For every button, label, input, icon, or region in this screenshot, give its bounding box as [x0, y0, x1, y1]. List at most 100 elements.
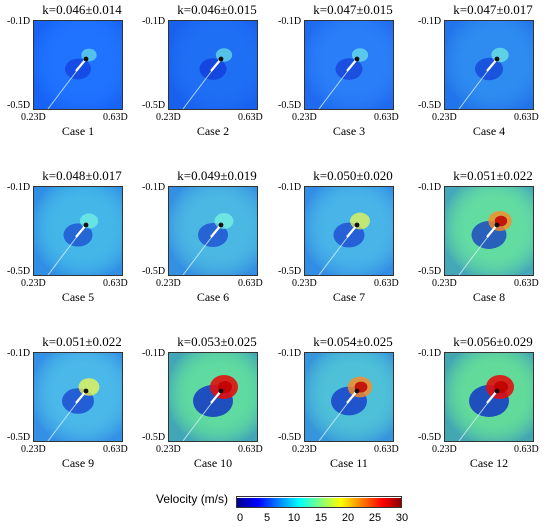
field-panel: k=0.048±0.017 -0.1D -0.5D 0.23D 0.63D Case 5: [7, 168, 147, 318]
colorbar-tick-label: 20: [341, 512, 355, 524]
blade-body: [486, 390, 498, 404]
colorbar-gradient: [237, 498, 401, 507]
k-title: k=0.046±0.014: [42, 2, 122, 17]
blade-tip: [494, 388, 500, 394]
x-tick-right: 0.63D: [374, 278, 399, 289]
blade-body: [346, 58, 358, 72]
velocity-field-plot: [304, 352, 394, 442]
blade-tip: [494, 222, 500, 228]
field-panel: k=0.047±0.017 -0.1D -0.5D 0.23D 0.63D Case 4: [418, 2, 550, 152]
case-label: Case 4: [472, 124, 506, 138]
y-tick-bottom: -0.5D: [7, 266, 31, 277]
x-tick-right: 0.63D: [103, 278, 128, 289]
blade-body: [75, 390, 87, 404]
y-tick-bottom: -0.5D: [142, 432, 166, 443]
field-panel: k=0.050±0.020 -0.1D -0.5D 0.23D 0.63D Case 7: [278, 168, 418, 318]
high-velocity-region: [79, 213, 99, 229]
y-tick-bottom: -0.5D: [278, 432, 302, 443]
colorbar-tick-label: 30: [395, 512, 409, 524]
x-tick-right: 0.63D: [103, 444, 128, 455]
high-velocity-region: [214, 213, 234, 229]
case-label: Case 1: [61, 124, 95, 138]
x-tick-right: 0.63D: [374, 112, 399, 123]
y-tick-top: -0.1D: [418, 182, 442, 193]
colorbar-tick-label: 15: [314, 512, 328, 524]
k-title: k=0.047±0.015: [313, 2, 393, 17]
colorbar-label: Velocity (m/s): [156, 492, 229, 506]
velocity-field-plot: [444, 352, 534, 442]
x-tick-right: 0.63D: [514, 444, 539, 455]
blade-body: [75, 224, 87, 238]
x-tick-left: 0.23D: [156, 112, 181, 123]
case-label: Case 3: [332, 124, 366, 138]
field-shading: [305, 21, 393, 109]
blade-tip: [354, 222, 360, 228]
x-tick-left: 0.23D: [292, 444, 317, 455]
y-tick-top: -0.1D: [142, 182, 166, 193]
case-label: Case 12: [469, 456, 509, 470]
case-label: Case 2: [196, 124, 230, 138]
high-velocity-region: [81, 48, 97, 62]
blade-tip: [354, 388, 360, 394]
x-tick-left: 0.23D: [432, 278, 457, 289]
y-tick-top: -0.1D: [418, 16, 442, 27]
y-tick-bottom: -0.5D: [418, 100, 442, 111]
y-tick-top: -0.1D: [142, 348, 166, 359]
k-title: k=0.056±0.029: [453, 334, 533, 349]
field-panel: k=0.047±0.015 -0.1D -0.5D 0.23D 0.63D Case 3: [278, 2, 418, 152]
k-title: k=0.047±0.017: [453, 2, 533, 17]
blade-body: [486, 58, 498, 72]
y-tick-top: -0.1D: [7, 16, 31, 27]
y-tick-top: -0.1D: [278, 16, 302, 27]
y-tick-bottom: -0.5D: [278, 266, 302, 277]
field-panel: k=0.051±0.022 -0.1D -0.5D 0.23D 0.63D Case 8: [418, 168, 550, 318]
blade-tip: [218, 222, 224, 228]
colorbar: [236, 496, 402, 508]
velocity-field-plot: [168, 352, 258, 442]
case-label: Case 8: [472, 290, 506, 304]
colorbar-tick-label: 5: [263, 512, 271, 524]
case-label: Case 11: [330, 456, 368, 470]
x-tick-left: 0.23D: [21, 278, 46, 289]
high-velocity-region: [78, 378, 100, 396]
k-title: k=0.053±0.025: [177, 334, 257, 349]
velocity-field-plot: [168, 20, 258, 110]
x-tick-right: 0.63D: [514, 112, 539, 123]
x-tick-right: 0.63D: [514, 278, 539, 289]
x-tick-right: 0.63D: [238, 112, 263, 123]
blade-tip: [494, 56, 500, 62]
colorbar-tick-label: 0: [236, 512, 244, 524]
y-tick-top: -0.1D: [278, 348, 302, 359]
case-label: Case 7: [332, 290, 366, 304]
velocity-field-plot: [168, 186, 258, 276]
x-tick-left: 0.23D: [156, 278, 181, 289]
field-panel: k=0.046±0.015 -0.1D -0.5D 0.23D 0.63D Case 2: [142, 2, 282, 152]
blade-tip: [354, 56, 360, 62]
x-tick-right: 0.63D: [374, 444, 399, 455]
y-tick-top: -0.1D: [418, 348, 442, 359]
velocity-field-plot: [304, 186, 394, 276]
case-label: Case 10: [193, 456, 233, 470]
y-tick-top: -0.1D: [7, 182, 31, 193]
velocity-field-plot: [33, 186, 123, 276]
blade-tip: [218, 56, 224, 62]
x-tick-left: 0.23D: [292, 112, 317, 123]
k-title: k=0.050±0.020: [313, 168, 393, 183]
field-panel: k=0.056±0.029 -0.1D -0.5D 0.23D 0.63D Case 12: [418, 334, 550, 484]
y-tick-bottom: -0.5D: [142, 100, 166, 111]
blade-body: [75, 58, 87, 72]
x-tick-left: 0.23D: [432, 112, 457, 123]
case-label: Case 9: [61, 456, 95, 470]
blade-body: [210, 224, 222, 238]
high-velocity-region: [351, 48, 369, 62]
colorbar-tick-label: 25: [368, 512, 382, 524]
blade-tip: [83, 388, 89, 394]
x-tick-left: 0.23D: [21, 444, 46, 455]
colorbar-tick-label: 10: [287, 512, 301, 524]
k-title: k=0.051±0.022: [42, 334, 122, 349]
field-panel: k=0.051±0.022 -0.1D -0.5D 0.23D 0.63D Case 9: [7, 334, 147, 484]
y-tick-top: -0.1D: [278, 182, 302, 193]
field-panel: k=0.054±0.025 -0.1D -0.5D 0.23D 0.63D Case 11: [278, 334, 418, 484]
high-velocity-region: [215, 48, 233, 62]
blade-body: [346, 390, 358, 404]
